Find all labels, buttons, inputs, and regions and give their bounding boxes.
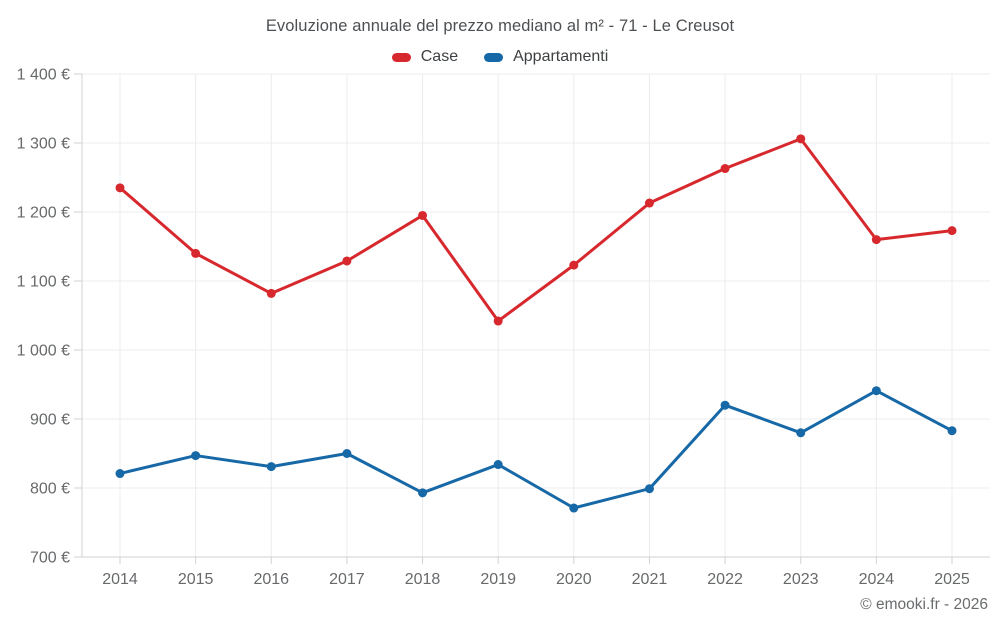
point-appartamenti-2023[interactable] — [796, 428, 806, 438]
point-appartamenti-2025[interactable] — [947, 426, 957, 436]
ytick-label-700: 700 € — [30, 550, 70, 567]
ytick-label-1100: 1 100 € — [17, 274, 70, 291]
point-case-2025[interactable] — [947, 226, 957, 236]
legend-item-appartamenti[interactable]: Appartamenti — [484, 48, 608, 66]
point-case-2017[interactable] — [342, 256, 352, 266]
watermark: © emooki.fr - 2026 — [860, 596, 988, 613]
point-appartamenti-2022[interactable] — [720, 400, 730, 410]
point-appartamenti-2014[interactable] — [115, 469, 125, 479]
xtick-label-2014: 2014 — [102, 571, 138, 588]
xtick-label-2021: 2021 — [632, 571, 668, 588]
xtick-label-2019: 2019 — [480, 571, 516, 588]
point-case-2015[interactable] — [191, 248, 201, 258]
point-appartamenti-2024[interactable] — [871, 386, 881, 396]
xtick-label-2018: 2018 — [405, 571, 441, 588]
point-appartamenti-2019[interactable] — [493, 460, 503, 470]
point-case-2024[interactable] — [871, 235, 881, 245]
legend-label-case: Case — [420, 48, 459, 65]
legend-item-case[interactable]: Case — [391, 48, 459, 66]
point-case-2020[interactable] — [569, 260, 579, 270]
point-case-2019[interactable] — [493, 316, 503, 326]
xtick-label-2023: 2023 — [783, 571, 819, 588]
series-line-appartamenti — [118, 389, 954, 510]
point-case-2016[interactable] — [266, 288, 276, 298]
point-appartamenti-2020[interactable] — [569, 503, 579, 513]
xtick-label-2024: 2024 — [859, 571, 895, 588]
legend: Case Appartamenti — [0, 48, 1000, 66]
point-appartamenti-2015[interactable] — [191, 451, 201, 461]
point-case-2018[interactable] — [418, 210, 428, 220]
point-appartamenti-2016[interactable] — [266, 462, 276, 472]
xtick-label-2016: 2016 — [253, 571, 289, 588]
point-appartamenti-2018[interactable] — [418, 488, 428, 498]
ytick-label-900: 900 € — [30, 412, 70, 429]
ytick-label-1300: 1 300 € — [17, 136, 70, 153]
point-case-2022[interactable] — [720, 164, 730, 174]
point-appartamenti-2021[interactable] — [644, 484, 654, 494]
xtick-label-2025: 2025 — [934, 571, 970, 588]
ytick-label-800: 800 € — [30, 481, 70, 498]
xtick-label-2015: 2015 — [178, 571, 214, 588]
point-case-2023[interactable] — [796, 134, 806, 144]
ytick-label-1200: 1 200 € — [17, 205, 70, 222]
series-line-case — [118, 137, 954, 323]
point-appartamenti-2017[interactable] — [342, 449, 352, 458]
point-case-2014[interactable] — [115, 183, 125, 193]
appartamenti-series-swatch-icon — [484, 52, 504, 62]
ytick-label-1400: 1 400 € — [17, 67, 70, 84]
point-case-2021[interactable] — [644, 198, 654, 208]
xtick-label-2020: 2020 — [556, 571, 592, 588]
case-series-swatch-icon — [391, 52, 411, 62]
ytick-label-1000: 1 000 € — [17, 343, 70, 360]
chart-title: Evoluzione annuale del prezzo mediano al… — [265, 17, 735, 35]
xtick-label-2017: 2017 — [329, 571, 365, 588]
legend-label-appartamenti: Appartamenti — [513, 48, 609, 65]
xtick-label-2022: 2022 — [707, 571, 743, 588]
